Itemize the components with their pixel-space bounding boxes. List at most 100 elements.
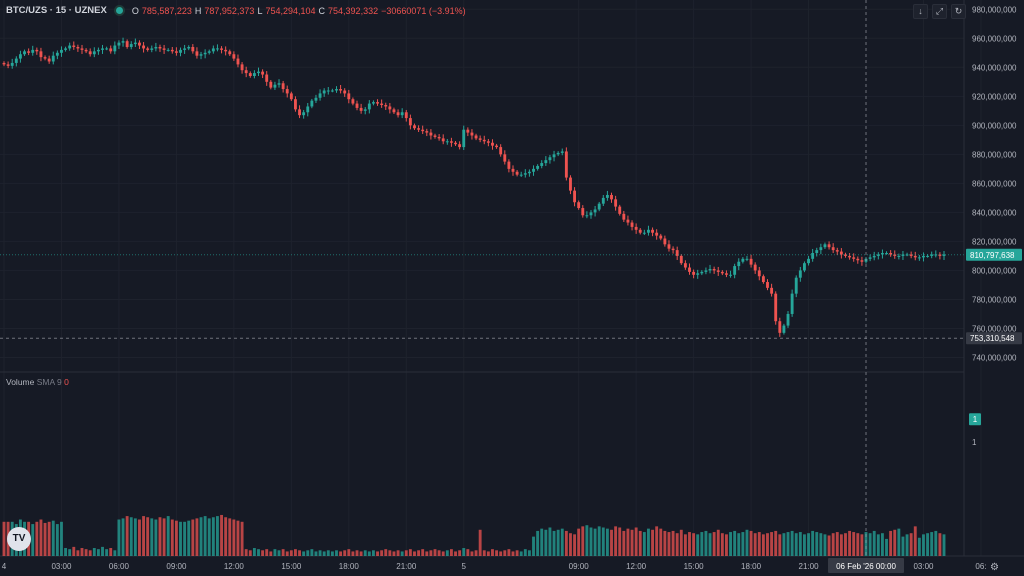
candle-body xyxy=(527,171,531,174)
candle-body xyxy=(519,174,523,176)
candle-body xyxy=(856,258,860,261)
candle-body xyxy=(499,147,503,155)
current-price-label: 810,797,638 xyxy=(970,251,1015,260)
volume-bar xyxy=(166,516,170,556)
volume-legend[interactable]: Volume SMA 9 0 xyxy=(6,377,69,387)
candle-body xyxy=(113,45,117,52)
volume-bar xyxy=(326,550,330,556)
candle-body xyxy=(803,263,806,271)
reset-icon[interactable]: ↻ xyxy=(951,4,966,19)
candle-body xyxy=(523,173,527,175)
time-tick-label: 21:00 xyxy=(799,562,820,571)
candle-body xyxy=(252,73,256,76)
volume-bar xyxy=(729,532,732,556)
arrow-down-icon[interactable]: ↓ xyxy=(913,4,928,19)
volume-bar xyxy=(683,534,687,556)
volume-bar xyxy=(922,534,925,556)
time-tick-label: 12:00 xyxy=(626,562,647,571)
volume-bar xyxy=(798,532,802,556)
candle-body xyxy=(310,100,314,107)
candle-body xyxy=(926,255,930,257)
volume-bar xyxy=(277,550,281,556)
volume-bar xyxy=(839,534,843,556)
candle-body xyxy=(876,254,880,256)
candle-body xyxy=(614,199,618,207)
candle-body xyxy=(425,131,429,133)
expand-icon[interactable]: ⤢ xyxy=(932,4,947,19)
volume-bar xyxy=(458,550,462,556)
volume-bar xyxy=(495,550,499,556)
candle-body xyxy=(749,258,753,265)
volume-bar xyxy=(511,551,515,556)
volume-axis[interactable]: 1 xyxy=(972,438,977,447)
candle-body xyxy=(757,270,761,277)
price-axis[interactable]: 980,000,000 960,000,000 940,000,000 920,000… xyxy=(972,5,1017,362)
volume-bar xyxy=(712,532,716,556)
candle-body xyxy=(277,83,281,85)
volume-bar xyxy=(716,529,720,556)
candle-body xyxy=(585,215,589,217)
volume-bar xyxy=(216,516,219,556)
candle-body xyxy=(261,71,265,75)
candle-body xyxy=(552,154,556,158)
volume-bar xyxy=(905,534,909,556)
candle-body xyxy=(211,48,215,52)
candle-body xyxy=(811,253,815,259)
volume-bar xyxy=(445,550,449,556)
candle-body xyxy=(27,51,31,53)
candle-body xyxy=(265,74,269,82)
candle-body xyxy=(224,49,228,52)
candle-body xyxy=(55,52,59,56)
symbol-title[interactable]: BTC/UZS · 15 · UZNEX xyxy=(6,5,107,16)
volume-bar xyxy=(117,519,121,556)
volume-bar xyxy=(823,534,827,556)
volume-bar xyxy=(125,516,129,556)
candle-body xyxy=(495,145,499,148)
logo-text: TV xyxy=(12,533,26,544)
volume-bar xyxy=(400,551,404,556)
volume-bar xyxy=(708,533,712,556)
volume-bar xyxy=(864,532,868,556)
candle-body xyxy=(901,254,905,256)
volume-bar xyxy=(536,530,540,556)
candle-body xyxy=(203,52,207,55)
volume-bar xyxy=(322,551,326,556)
candle-body xyxy=(47,58,51,62)
symbol-legend[interactable]: BTC/UZS · 15 · UZNEX O 785,587,223 H 787,9… xyxy=(6,5,466,16)
volume-bar xyxy=(449,549,453,556)
volume-bar xyxy=(55,524,59,556)
candle-body xyxy=(191,46,195,52)
candle-body xyxy=(651,229,654,233)
candle-body xyxy=(39,51,43,58)
price-tick-label: 980,000,000 xyxy=(972,5,1017,14)
volume-bar xyxy=(252,548,256,556)
close-label: C xyxy=(318,5,326,16)
tradingview-logo[interactable]: TV xyxy=(7,527,31,551)
time-tick-label: 06: xyxy=(975,562,986,571)
candle-body xyxy=(355,103,359,108)
volume-bar xyxy=(359,551,363,556)
candle-body xyxy=(367,103,371,110)
gear-icon[interactable]: ⚙ xyxy=(990,562,999,573)
candle-body xyxy=(363,109,367,111)
candle-body xyxy=(281,83,285,90)
candle-body xyxy=(655,232,659,236)
volume-bar xyxy=(803,534,806,556)
volume-bar xyxy=(934,530,938,556)
candle-body xyxy=(909,254,913,256)
volume-bar xyxy=(466,549,470,556)
candle-body xyxy=(306,106,310,113)
volume-bar xyxy=(560,528,564,556)
volume-bar xyxy=(642,532,646,556)
time-axis[interactable]: 4 03:00 06:00 09:00 12:00 15:00 18:00 21:00 5 09:… xyxy=(2,562,987,571)
volume-bar xyxy=(244,549,248,556)
volume-bar xyxy=(482,550,486,556)
candle-body xyxy=(880,253,884,255)
candle-body xyxy=(823,244,827,248)
candle-body xyxy=(922,255,925,258)
volume-bar xyxy=(753,533,757,556)
candle-body xyxy=(700,271,704,274)
candle-body xyxy=(794,277,798,294)
